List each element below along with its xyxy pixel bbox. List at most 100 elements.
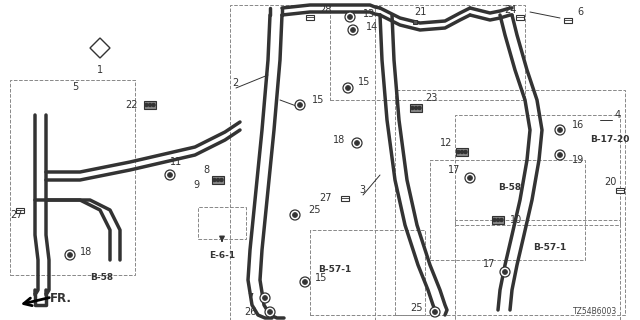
- Text: 26: 26: [244, 307, 257, 317]
- Circle shape: [500, 219, 503, 221]
- Circle shape: [260, 293, 270, 303]
- Text: 18: 18: [80, 247, 92, 257]
- Circle shape: [346, 85, 351, 91]
- Text: 21: 21: [414, 7, 426, 17]
- Text: B-58: B-58: [499, 183, 522, 193]
- Text: 19: 19: [572, 155, 584, 165]
- Text: 6: 6: [577, 7, 583, 17]
- Bar: [456, 148, 468, 156]
- Text: B-57-1: B-57-1: [318, 266, 351, 275]
- Bar: [10, 80, 135, 275]
- Circle shape: [461, 150, 463, 154]
- Bar: [16, 207, 24, 212]
- Bar: [212, 176, 224, 184]
- Circle shape: [165, 170, 175, 180]
- Text: B-17-20: B-17-20: [590, 135, 629, 145]
- Circle shape: [457, 150, 460, 154]
- Circle shape: [555, 150, 565, 160]
- Circle shape: [145, 103, 148, 107]
- Circle shape: [355, 140, 360, 146]
- Text: 3: 3: [359, 185, 365, 195]
- Text: TZ54B6003: TZ54B6003: [573, 308, 617, 316]
- Text: 13: 13: [363, 9, 375, 19]
- Text: FR.: FR.: [50, 292, 72, 305]
- Bar: [310, 230, 425, 315]
- Polygon shape: [90, 38, 110, 58]
- Text: 25: 25: [308, 205, 321, 215]
- Text: 16: 16: [572, 120, 584, 130]
- Circle shape: [298, 102, 303, 108]
- Bar: [198, 207, 246, 239]
- Text: 15: 15: [312, 95, 324, 105]
- Circle shape: [467, 175, 472, 180]
- Circle shape: [418, 107, 421, 109]
- Text: 17: 17: [447, 165, 460, 175]
- Circle shape: [502, 269, 508, 275]
- Circle shape: [67, 252, 72, 258]
- Bar: [413, 20, 417, 24]
- Circle shape: [345, 12, 355, 22]
- Text: 24: 24: [504, 5, 516, 15]
- Circle shape: [433, 309, 438, 315]
- Circle shape: [557, 127, 563, 132]
- Circle shape: [265, 307, 275, 317]
- Bar: [516, 14, 524, 20]
- Text: 20: 20: [604, 177, 616, 187]
- Circle shape: [500, 267, 510, 277]
- Bar: [492, 216, 504, 224]
- Circle shape: [555, 125, 565, 135]
- Text: 2: 2: [232, 78, 238, 88]
- Circle shape: [290, 210, 300, 220]
- Circle shape: [464, 150, 467, 154]
- Text: 23: 23: [425, 93, 437, 103]
- Bar: [144, 101, 156, 109]
- Circle shape: [465, 173, 475, 183]
- Bar: [341, 196, 349, 201]
- Circle shape: [268, 309, 273, 315]
- Text: B-57-1: B-57-1: [533, 244, 566, 252]
- Circle shape: [168, 172, 173, 178]
- Circle shape: [348, 25, 358, 35]
- Circle shape: [65, 250, 75, 260]
- Circle shape: [411, 107, 414, 109]
- Circle shape: [303, 279, 307, 284]
- Bar: [430, 160, 585, 260]
- Circle shape: [493, 219, 496, 221]
- Bar: [395, 90, 625, 315]
- Text: 15: 15: [358, 77, 371, 87]
- Text: 27: 27: [319, 193, 332, 203]
- Bar: [564, 18, 572, 22]
- Text: 28: 28: [319, 5, 331, 15]
- Circle shape: [352, 138, 362, 148]
- Circle shape: [557, 153, 563, 157]
- Text: 14: 14: [366, 22, 378, 32]
- Text: 4: 4: [615, 110, 621, 120]
- Bar: [330, 5, 525, 100]
- Bar: [616, 188, 624, 193]
- Text: 7: 7: [247, 293, 253, 303]
- Circle shape: [152, 103, 155, 107]
- Text: 9: 9: [194, 180, 200, 190]
- Circle shape: [262, 295, 268, 300]
- Text: 12: 12: [440, 138, 452, 148]
- Circle shape: [220, 179, 223, 181]
- Text: 18: 18: [333, 135, 345, 145]
- Circle shape: [430, 307, 440, 317]
- Bar: [455, 220, 620, 320]
- Text: 1: 1: [97, 65, 103, 75]
- Circle shape: [343, 83, 353, 93]
- Text: 11: 11: [170, 157, 182, 167]
- Text: 25: 25: [410, 303, 423, 313]
- Bar: [455, 115, 620, 225]
- Text: 8: 8: [204, 165, 210, 175]
- Circle shape: [497, 219, 499, 221]
- Text: E-6-1: E-6-1: [209, 251, 235, 260]
- Circle shape: [295, 100, 305, 110]
- Bar: [306, 14, 314, 20]
- Circle shape: [213, 179, 216, 181]
- Text: 10: 10: [510, 215, 522, 225]
- Bar: [410, 104, 422, 112]
- Circle shape: [148, 103, 152, 107]
- Text: 22: 22: [125, 100, 138, 110]
- Text: 15: 15: [315, 273, 328, 283]
